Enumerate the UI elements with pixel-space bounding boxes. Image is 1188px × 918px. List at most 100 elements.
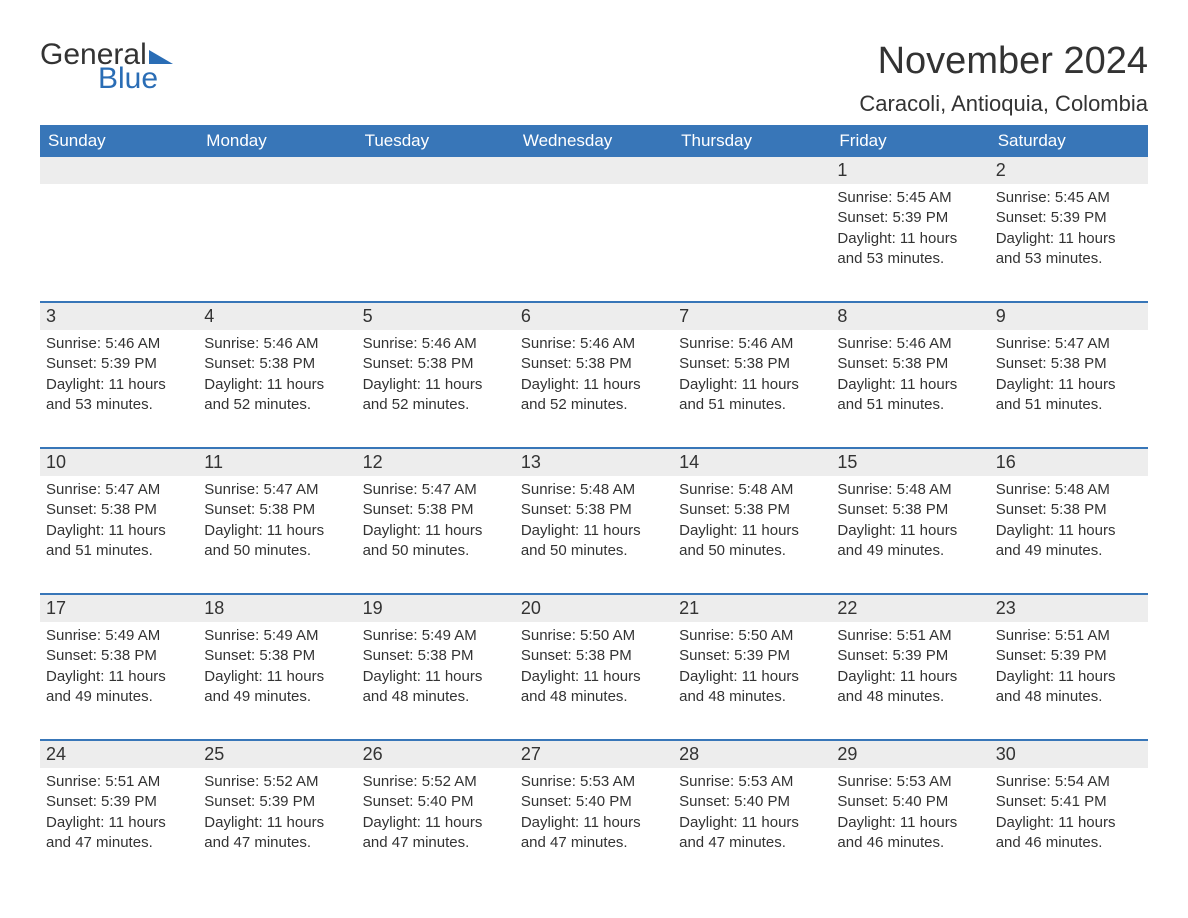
day-number: 12	[357, 449, 515, 476]
day-body: Sunrise: 5:53 AMSunset: 5:40 PMDaylight:…	[673, 768, 831, 857]
day-cell-empty	[198, 157, 356, 277]
daylight-text: Daylight: 11 hours and 49 minutes.	[204, 667, 350, 708]
sunrise-text: Sunrise: 5:53 AM	[521, 772, 667, 792]
day-body: Sunrise: 5:51 AMSunset: 5:39 PMDaylight:…	[990, 622, 1148, 711]
day-cell: 6Sunrise: 5:46 AMSunset: 5:38 PMDaylight…	[515, 303, 673, 423]
day-cell: 11Sunrise: 5:47 AMSunset: 5:38 PMDayligh…	[198, 449, 356, 569]
day-cell-empty	[357, 157, 515, 277]
sunrise-text: Sunrise: 5:49 AM	[363, 626, 509, 646]
day-body: Sunrise: 5:51 AMSunset: 5:39 PMDaylight:…	[831, 622, 989, 711]
daylight-text: Daylight: 11 hours and 53 minutes.	[837, 229, 983, 270]
day-body: Sunrise: 5:46 AMSunset: 5:38 PMDaylight:…	[198, 330, 356, 419]
sunset-text: Sunset: 5:38 PM	[837, 354, 983, 374]
day-cell: 9Sunrise: 5:47 AMSunset: 5:38 PMDaylight…	[990, 303, 1148, 423]
day-cell: 30Sunrise: 5:54 AMSunset: 5:41 PMDayligh…	[990, 741, 1148, 861]
day-body: Sunrise: 5:45 AMSunset: 5:39 PMDaylight:…	[831, 184, 989, 273]
day-body: Sunrise: 5:49 AMSunset: 5:38 PMDaylight:…	[40, 622, 198, 711]
day-number: 6	[515, 303, 673, 330]
sunrise-text: Sunrise: 5:47 AM	[204, 480, 350, 500]
month-title: November 2024	[859, 40, 1148, 83]
day-cell-empty	[673, 157, 831, 277]
day-body: Sunrise: 5:48 AMSunset: 5:38 PMDaylight:…	[673, 476, 831, 565]
daylight-text: Daylight: 11 hours and 50 minutes.	[521, 521, 667, 562]
day-cell: 22Sunrise: 5:51 AMSunset: 5:39 PMDayligh…	[831, 595, 989, 715]
day-cell: 7Sunrise: 5:46 AMSunset: 5:38 PMDaylight…	[673, 303, 831, 423]
sunset-text: Sunset: 5:40 PM	[837, 792, 983, 812]
daylight-text: Daylight: 11 hours and 47 minutes.	[46, 813, 192, 854]
sunset-text: Sunset: 5:39 PM	[996, 646, 1142, 666]
daylight-text: Daylight: 11 hours and 46 minutes.	[996, 813, 1142, 854]
day-cell: 24Sunrise: 5:51 AMSunset: 5:39 PMDayligh…	[40, 741, 198, 861]
day-number: 21	[673, 595, 831, 622]
sunrise-text: Sunrise: 5:47 AM	[996, 334, 1142, 354]
day-body: Sunrise: 5:46 AMSunset: 5:38 PMDaylight:…	[831, 330, 989, 419]
title-block: November 2024 Caracoli, Antioquia, Colom…	[859, 40, 1148, 117]
day-cell: 16Sunrise: 5:48 AMSunset: 5:38 PMDayligh…	[990, 449, 1148, 569]
weekday-header-row: SundayMondayTuesdayWednesdayThursdayFrid…	[40, 125, 1148, 157]
day-cell-empty	[40, 157, 198, 277]
sunset-text: Sunset: 5:40 PM	[363, 792, 509, 812]
sunrise-text: Sunrise: 5:48 AM	[679, 480, 825, 500]
day-cell: 18Sunrise: 5:49 AMSunset: 5:38 PMDayligh…	[198, 595, 356, 715]
day-body: Sunrise: 5:53 AMSunset: 5:40 PMDaylight:…	[831, 768, 989, 857]
day-cell: 17Sunrise: 5:49 AMSunset: 5:38 PMDayligh…	[40, 595, 198, 715]
day-number	[673, 157, 831, 184]
day-number	[198, 157, 356, 184]
sunrise-text: Sunrise: 5:47 AM	[46, 480, 192, 500]
sunrise-text: Sunrise: 5:49 AM	[46, 626, 192, 646]
day-body: Sunrise: 5:54 AMSunset: 5:41 PMDaylight:…	[990, 768, 1148, 857]
day-cell: 8Sunrise: 5:46 AMSunset: 5:38 PMDaylight…	[831, 303, 989, 423]
logo-text-blue: Blue	[98, 64, 173, 94]
sunrise-text: Sunrise: 5:51 AM	[46, 772, 192, 792]
day-body: Sunrise: 5:51 AMSunset: 5:39 PMDaylight:…	[40, 768, 198, 857]
day-cell: 26Sunrise: 5:52 AMSunset: 5:40 PMDayligh…	[357, 741, 515, 861]
sunrise-text: Sunrise: 5:45 AM	[837, 188, 983, 208]
sunset-text: Sunset: 5:38 PM	[363, 646, 509, 666]
sunset-text: Sunset: 5:38 PM	[837, 500, 983, 520]
sunset-text: Sunset: 5:39 PM	[837, 208, 983, 228]
day-number	[515, 157, 673, 184]
day-body: Sunrise: 5:46 AMSunset: 5:39 PMDaylight:…	[40, 330, 198, 419]
day-body: Sunrise: 5:46 AMSunset: 5:38 PMDaylight:…	[357, 330, 515, 419]
weekday-header: Friday	[831, 125, 989, 157]
calendar-grid: SundayMondayTuesdayWednesdayThursdayFrid…	[40, 125, 1148, 861]
sunrise-text: Sunrise: 5:53 AM	[679, 772, 825, 792]
daylight-text: Daylight: 11 hours and 48 minutes.	[996, 667, 1142, 708]
day-body: Sunrise: 5:52 AMSunset: 5:39 PMDaylight:…	[198, 768, 356, 857]
day-number: 20	[515, 595, 673, 622]
sunrise-text: Sunrise: 5:46 AM	[521, 334, 667, 354]
day-number	[40, 157, 198, 184]
week-row: 1Sunrise: 5:45 AMSunset: 5:39 PMDaylight…	[40, 157, 1148, 277]
header: General Blue November 2024 Caracoli, Ant…	[40, 40, 1148, 117]
day-number: 27	[515, 741, 673, 768]
day-body: Sunrise: 5:48 AMSunset: 5:38 PMDaylight:…	[990, 476, 1148, 565]
day-body: Sunrise: 5:53 AMSunset: 5:40 PMDaylight:…	[515, 768, 673, 857]
daylight-text: Daylight: 11 hours and 50 minutes.	[679, 521, 825, 562]
day-number: 17	[40, 595, 198, 622]
day-number: 5	[357, 303, 515, 330]
day-body: Sunrise: 5:46 AMSunset: 5:38 PMDaylight:…	[515, 330, 673, 419]
day-body: Sunrise: 5:52 AMSunset: 5:40 PMDaylight:…	[357, 768, 515, 857]
day-cell: 23Sunrise: 5:51 AMSunset: 5:39 PMDayligh…	[990, 595, 1148, 715]
sunset-text: Sunset: 5:38 PM	[363, 500, 509, 520]
sunrise-text: Sunrise: 5:46 AM	[363, 334, 509, 354]
sunrise-text: Sunrise: 5:50 AM	[521, 626, 667, 646]
day-cell: 20Sunrise: 5:50 AMSunset: 5:38 PMDayligh…	[515, 595, 673, 715]
sunset-text: Sunset: 5:38 PM	[996, 500, 1142, 520]
daylight-text: Daylight: 11 hours and 52 minutes.	[363, 375, 509, 416]
sunrise-text: Sunrise: 5:46 AM	[837, 334, 983, 354]
day-cell: 29Sunrise: 5:53 AMSunset: 5:40 PMDayligh…	[831, 741, 989, 861]
day-number: 7	[673, 303, 831, 330]
day-body: Sunrise: 5:50 AMSunset: 5:39 PMDaylight:…	[673, 622, 831, 711]
daylight-text: Daylight: 11 hours and 52 minutes.	[204, 375, 350, 416]
day-number: 19	[357, 595, 515, 622]
day-number: 16	[990, 449, 1148, 476]
day-body: Sunrise: 5:47 AMSunset: 5:38 PMDaylight:…	[990, 330, 1148, 419]
day-cell: 25Sunrise: 5:52 AMSunset: 5:39 PMDayligh…	[198, 741, 356, 861]
daylight-text: Daylight: 11 hours and 49 minutes.	[996, 521, 1142, 562]
calendar-document: General Blue November 2024 Caracoli, Ant…	[40, 40, 1148, 861]
sunset-text: Sunset: 5:40 PM	[679, 792, 825, 812]
day-number: 13	[515, 449, 673, 476]
daylight-text: Daylight: 11 hours and 51 minutes.	[996, 375, 1142, 416]
day-number: 10	[40, 449, 198, 476]
